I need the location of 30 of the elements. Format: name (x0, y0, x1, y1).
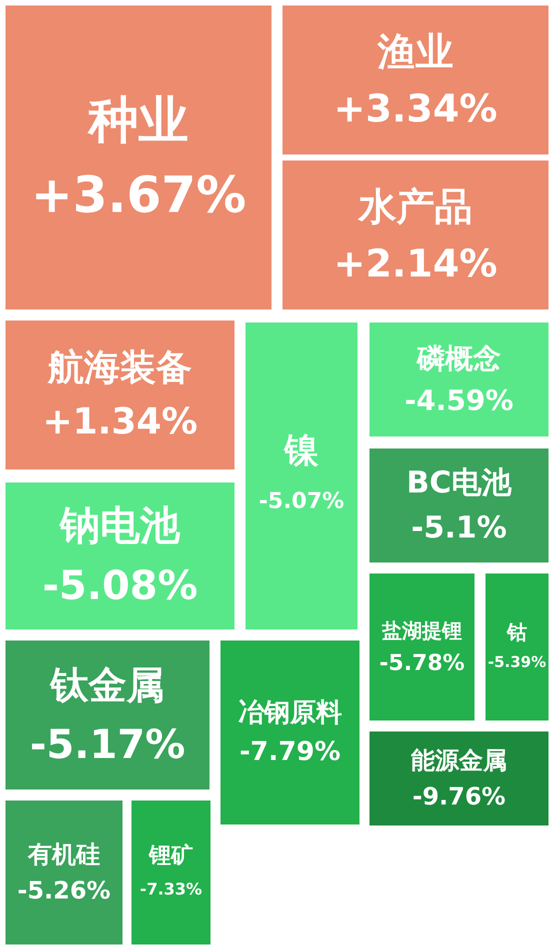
data-label: -7.79% (240, 737, 340, 767)
category-label: 盐湖提锂 (381, 618, 462, 642)
data-label: +1.34% (42, 402, 198, 442)
category-label: 钛金属 (48, 663, 164, 707)
data-label: -5.78% (379, 651, 465, 676)
category-label: 有机硅 (27, 840, 100, 868)
data-label: -5.17% (30, 722, 186, 768)
category-label: 水产品 (358, 184, 472, 228)
category-label: 能源金属 (411, 746, 507, 774)
data-label: +3.34% (334, 86, 498, 130)
category-label: 锂矿 (148, 842, 193, 868)
category-label: BC电池 (406, 466, 512, 500)
category-label: 渔业 (376, 30, 454, 74)
category-label: 钠电池 (58, 503, 181, 549)
data-label: -5.26% (17, 876, 111, 904)
category-label: 种业 (86, 91, 188, 149)
data-label: -5.07% (258, 489, 344, 514)
category-label: 镍 (282, 430, 320, 470)
data-label: -4.59% (404, 384, 514, 417)
data-label: -5.1% (411, 510, 507, 546)
data-label: -9.76% (412, 782, 506, 810)
data-label: -7.33% (140, 880, 202, 898)
data-label: +2.14% (334, 242, 498, 286)
category-label: 冶钢原料 (238, 698, 342, 728)
data-label: -5.08% (42, 563, 198, 609)
data-label: +3.67% (30, 166, 246, 224)
category-label: 航海装备 (47, 348, 192, 388)
category-label: 钴 (506, 620, 527, 644)
category-label: 磷概念 (416, 342, 501, 375)
data-label: -5.39% (488, 653, 546, 671)
